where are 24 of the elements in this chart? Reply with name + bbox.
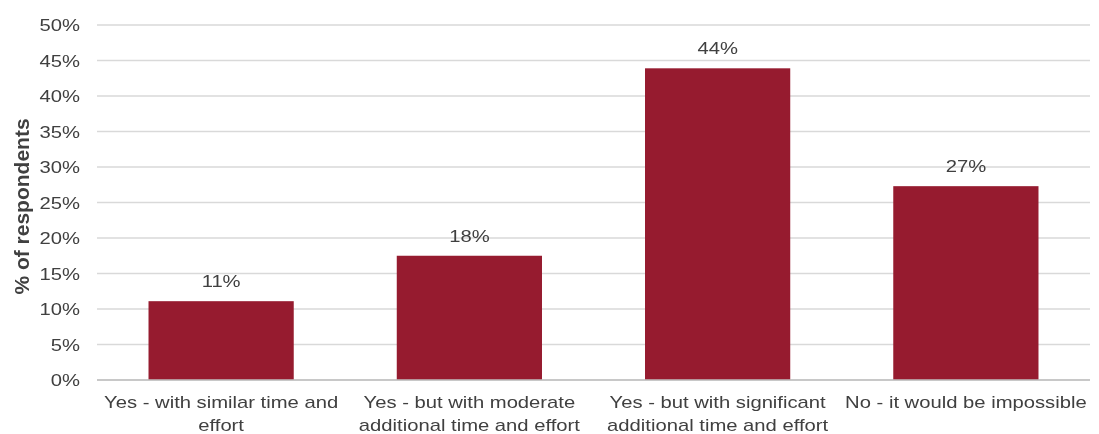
data-label: 27%	[945, 156, 987, 176]
bar	[148, 301, 294, 380]
bar	[396, 255, 542, 380]
x-tick-label: No - it would be impossible	[845, 392, 1087, 412]
x-tick-label: Yes - but with moderate additional time and effort	[358, 392, 581, 434]
x-tick-label: Yes - with similar time and effort	[104, 392, 339, 434]
y-tick-label: 15%	[39, 264, 80, 284]
bar	[645, 68, 791, 380]
x-tick-label: Yes - but with significant additional time and effort	[607, 392, 830, 434]
y-tick-label: 30%	[39, 157, 80, 177]
y-tick-label: 5%	[50, 335, 80, 355]
y-axis-title: % of respondents	[10, 118, 33, 295]
y-tick-label: 20%	[39, 228, 80, 248]
y-tick-label: 50%	[39, 15, 80, 35]
y-tick-label: 35%	[39, 122, 80, 142]
bar	[893, 186, 1039, 380]
data-label: 18%	[449, 226, 490, 246]
data-label: 11%	[201, 271, 241, 291]
y-tick-label: 25%	[39, 193, 80, 213]
y-tick-label: 10%	[39, 299, 80, 319]
y-tick-label: 45%	[39, 51, 80, 71]
data-label: 44%	[697, 38, 738, 58]
y-tick-label: 0%	[50, 370, 80, 390]
y-tick-label: 40%	[39, 86, 80, 106]
